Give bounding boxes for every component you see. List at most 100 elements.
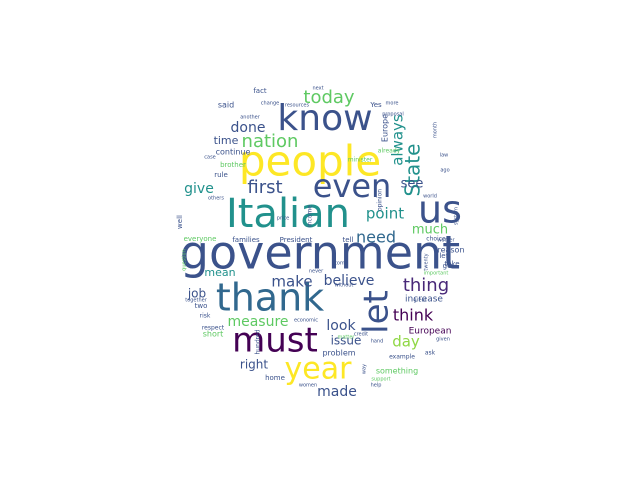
word-mean: mean [204, 266, 235, 279]
word-year: year [285, 352, 353, 387]
word-right: right [240, 358, 268, 372]
word-risk: risk [200, 313, 211, 320]
word-change: change [261, 101, 279, 107]
word-matter: matter [338, 335, 356, 341]
word-italian: Italian [226, 191, 350, 237]
word-everyone: everyone [184, 235, 217, 243]
word-president: President [280, 236, 313, 244]
word-point: point [366, 205, 404, 223]
word-made: made [317, 384, 357, 400]
word-opinion: opinion [377, 189, 384, 211]
word-much: much [412, 223, 448, 238]
word-rule: rule [214, 171, 228, 179]
word-go: go [443, 262, 452, 270]
word-see: see [401, 177, 424, 192]
word-people: people [239, 137, 381, 186]
word-price: price [277, 216, 289, 222]
word-left: left [439, 252, 451, 260]
word-another: another [240, 115, 260, 121]
word-look: look [326, 318, 356, 334]
word-example: example [389, 354, 415, 361]
word-yes: Yes [369, 101, 382, 109]
word-reason: reason [437, 246, 464, 255]
word-twenty: twenty [424, 253, 430, 270]
word-credit: credit [354, 332, 368, 338]
word-choice: choice [426, 236, 446, 243]
word-thank: thank [216, 276, 324, 320]
word-today: today [303, 87, 355, 108]
word-fact: fact [253, 87, 267, 95]
word-economic: economic [294, 318, 318, 324]
word-well: well [176, 215, 184, 229]
word-let: let [357, 290, 397, 334]
word-must: must [232, 321, 318, 361]
word-question: question [182, 249, 188, 271]
word-continue: continue [216, 148, 251, 157]
word-time: time [214, 134, 239, 147]
word-way: way [362, 364, 368, 374]
word-even: even [313, 167, 392, 205]
word-great: great [413, 298, 426, 304]
word-come: come [334, 261, 348, 267]
word-hundred: hundred [255, 329, 262, 354]
word-think: think [393, 306, 434, 325]
word-resources: resources [285, 103, 310, 109]
word-ago: ago [440, 168, 449, 174]
word-month: month [433, 122, 439, 138]
word-never: never [309, 269, 324, 275]
word-families: families [232, 236, 260, 244]
word-women: women [299, 383, 317, 389]
word-day: day [392, 333, 420, 351]
word-two: two [195, 302, 208, 310]
word-first: first [247, 177, 282, 198]
word-support: support [371, 377, 390, 383]
word-government: government [180, 226, 460, 280]
word-next: next [312, 86, 323, 92]
word-proposal: proposal [382, 112, 403, 118]
word-hand: hand [371, 339, 384, 345]
word-believe: believe [324, 273, 375, 289]
word-give: give [184, 181, 214, 197]
word-worker: worker [437, 238, 455, 244]
word-issue: issue [331, 334, 362, 348]
word-measure: measure [227, 314, 288, 330]
word-something: something [376, 367, 418, 376]
word-short: short [203, 330, 224, 339]
word-more: more [386, 101, 399, 107]
word-know: know [277, 98, 372, 139]
word-brother: brother [220, 161, 246, 169]
word-european: European [409, 327, 452, 337]
word-nation: nation [242, 131, 299, 152]
word-income: income [307, 205, 314, 227]
word-together: together [185, 298, 207, 304]
word-already: already [378, 148, 401, 155]
word-others: others [208, 196, 224, 202]
word-problem: problem [322, 349, 355, 358]
word-state: State [401, 144, 425, 197]
word-world: world [423, 194, 437, 200]
word-without: without [335, 283, 354, 289]
word-minister: minister [348, 157, 373, 164]
word-tell: tell [343, 236, 354, 244]
word-thing: thing [403, 275, 449, 296]
word-given: given [436, 337, 450, 343]
word-increase: increase [405, 295, 443, 305]
word-said: said [218, 101, 234, 110]
word-done: done [231, 120, 266, 136]
word-make: make [271, 273, 312, 291]
word-need: need [356, 228, 396, 247]
word-help: help [371, 383, 382, 389]
word-respect: respect [202, 325, 225, 332]
word-case: case [204, 155, 216, 161]
word-always: always [389, 114, 407, 166]
word-law: law [440, 153, 449, 159]
word-important: important [424, 271, 449, 277]
word-europe: Europe [381, 114, 390, 142]
word-system: system [454, 207, 460, 225]
word-take: take [444, 260, 459, 268]
word-us: us [418, 188, 462, 232]
word-ask: ask [425, 350, 436, 357]
